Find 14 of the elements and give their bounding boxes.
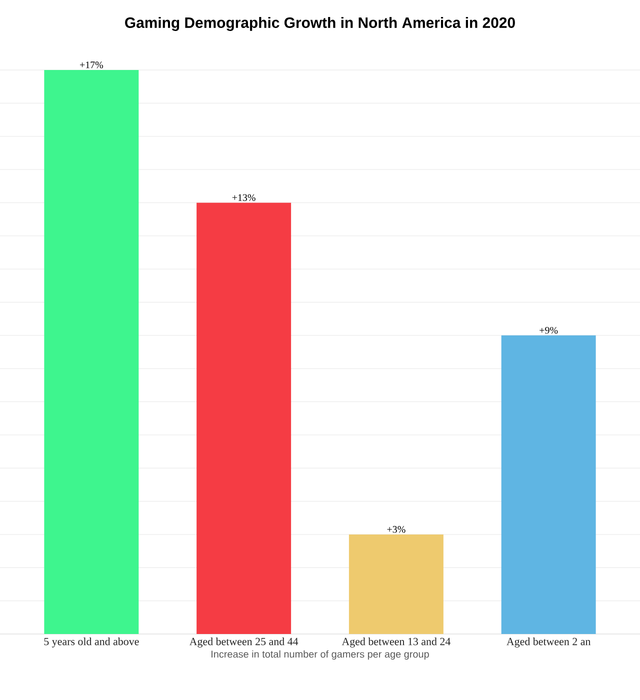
x-axis-title: Increase in total number of gamers per age group: [212, 650, 429, 660]
bar: [196, 202, 292, 634]
x-tick-label: Aged between 25 and 44: [189, 638, 298, 648]
data-label: +17%: [80, 62, 104, 68]
data-label: +9%: [540, 326, 558, 334]
x-tick-label: Aged between 2 an: [506, 638, 591, 648]
x-tick-label: 5 years old and above: [44, 638, 139, 648]
x-tick-label: Aged between 13 and 24: [342, 638, 451, 648]
data-label: +13%: [232, 194, 256, 201]
bar: [348, 534, 444, 634]
chart-title: Gaming Demographic Growth in North America in 2020: [125, 16, 515, 31]
bar: [501, 335, 596, 634]
bar: [44, 70, 139, 634]
data-label: +3%: [387, 526, 406, 533]
